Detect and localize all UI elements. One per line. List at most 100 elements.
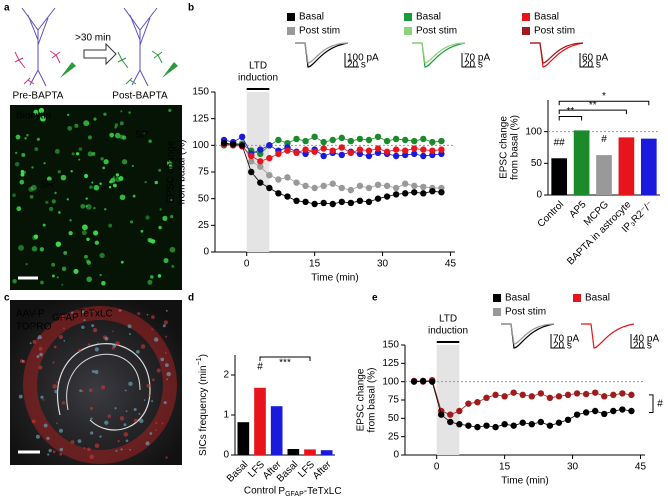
data-point <box>374 195 382 202</box>
cell <box>112 343 117 348</box>
cell <box>152 378 155 382</box>
cell <box>37 335 42 340</box>
data-point <box>510 389 517 396</box>
cell <box>163 401 167 405</box>
annotation: induction <box>238 73 278 84</box>
y-tick-label: 75 <box>198 167 210 178</box>
cell <box>154 180 159 185</box>
cell <box>73 268 79 274</box>
data-point <box>401 136 409 144</box>
data-point <box>401 180 409 187</box>
data-point <box>610 391 617 399</box>
cell <box>151 328 154 331</box>
cell <box>18 394 23 399</box>
cell <box>125 439 129 443</box>
data-point <box>338 198 345 206</box>
cell <box>136 350 140 354</box>
data-point <box>347 186 355 194</box>
y-tick-label: 75 <box>388 395 400 406</box>
data-point <box>591 407 599 415</box>
cell <box>168 164 173 169</box>
cell <box>103 112 107 116</box>
data-point <box>275 176 282 183</box>
cell <box>155 421 158 425</box>
cell <box>164 363 169 367</box>
data-point <box>537 390 545 397</box>
data-point <box>465 422 472 429</box>
data-point <box>356 182 364 190</box>
trace <box>530 42 584 68</box>
data-point <box>411 137 418 145</box>
cell <box>25 263 28 266</box>
data-point <box>338 134 345 142</box>
cell <box>42 398 45 401</box>
cell <box>54 389 58 394</box>
cell <box>59 315 64 319</box>
cell <box>61 283 64 286</box>
data-point <box>411 145 418 152</box>
cell <box>31 166 34 169</box>
data-point <box>311 200 318 208</box>
trace <box>501 323 555 349</box>
cell <box>53 345 57 349</box>
cell <box>42 223 46 227</box>
data-point <box>564 391 572 399</box>
cell <box>108 223 113 228</box>
annotation: * <box>602 91 606 102</box>
cell <box>140 344 146 349</box>
cell <box>70 440 75 444</box>
cell <box>18 244 25 251</box>
data-point <box>365 198 373 206</box>
cell <box>77 439 82 444</box>
group-label-part: P <box>278 486 285 497</box>
bar <box>320 450 333 455</box>
cell <box>21 152 26 157</box>
cell <box>123 432 129 437</box>
cell <box>153 337 159 342</box>
image-label: -TeTxLC <box>75 309 113 320</box>
microscopy-image <box>10 105 182 290</box>
cell <box>58 334 63 340</box>
cell <box>140 229 144 233</box>
y-tick-label: 1 <box>223 410 229 421</box>
cell <box>52 361 55 364</box>
data-point <box>411 150 418 158</box>
legend-swatch <box>573 294 581 302</box>
y-axis-label: EPSC change <box>166 140 177 203</box>
data-point <box>392 152 400 160</box>
y-tick-label: 25 <box>388 431 400 442</box>
cell <box>101 385 106 390</box>
cell <box>119 416 125 421</box>
x-axis-label: Time (min) <box>311 273 358 284</box>
y-tick-label: 100 <box>525 126 542 137</box>
data-point <box>419 377 427 385</box>
cell <box>86 237 90 241</box>
scale-label: 70 pA <box>464 53 490 64</box>
data-point <box>510 422 517 429</box>
y-tick-label: 50 <box>388 413 400 424</box>
data-point <box>429 188 436 195</box>
data-point <box>438 411 445 418</box>
cell <box>165 335 168 338</box>
cell <box>54 148 60 154</box>
scale-label: 20 s <box>582 60 601 71</box>
cell <box>56 422 58 425</box>
image-label: Biocytin <box>16 111 51 122</box>
cell <box>66 198 69 201</box>
cell <box>148 238 154 244</box>
cell <box>119 134 125 140</box>
data-point <box>284 174 291 181</box>
cell <box>94 443 100 448</box>
data-point <box>275 190 282 197</box>
cell <box>30 325 33 328</box>
data-point <box>257 146 264 153</box>
data-point <box>474 399 481 406</box>
cell <box>159 208 162 211</box>
bar <box>618 137 635 195</box>
cell <box>145 215 150 220</box>
cell <box>160 357 165 362</box>
y-axis-label: from basal (%) <box>177 139 188 204</box>
data-point <box>302 182 309 190</box>
cell <box>155 429 157 432</box>
cell <box>107 414 112 418</box>
